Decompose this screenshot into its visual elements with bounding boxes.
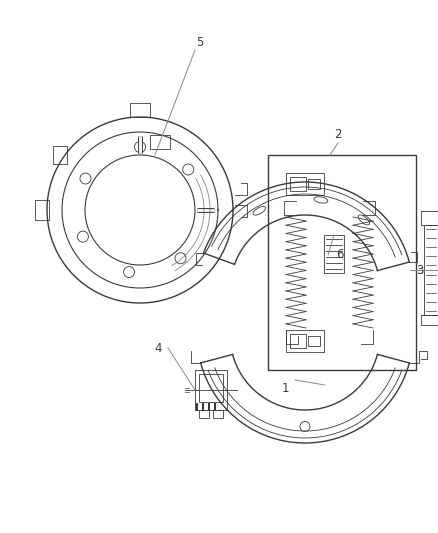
Text: 5: 5 — [196, 36, 204, 49]
Bar — [268, 155, 416, 370]
Text: 4: 4 — [154, 342, 162, 354]
Bar — [286, 173, 324, 195]
Bar — [199, 410, 209, 418]
Bar — [53, 146, 67, 164]
Bar — [308, 336, 320, 346]
Text: 2: 2 — [334, 128, 342, 141]
Bar — [130, 103, 150, 117]
Bar — [35, 200, 49, 220]
Bar — [424, 225, 438, 315]
Bar — [195, 370, 227, 410]
Bar — [290, 334, 306, 348]
Bar — [308, 179, 320, 189]
Bar — [290, 177, 306, 191]
Bar — [421, 211, 438, 225]
Bar — [213, 410, 223, 418]
Text: 1: 1 — [281, 382, 289, 394]
Text: 6: 6 — [336, 248, 344, 262]
Text: 3: 3 — [416, 263, 424, 277]
Bar — [286, 330, 324, 352]
Bar — [199, 374, 223, 402]
Bar — [421, 315, 438, 325]
Bar — [150, 135, 170, 149]
Bar — [324, 235, 344, 273]
